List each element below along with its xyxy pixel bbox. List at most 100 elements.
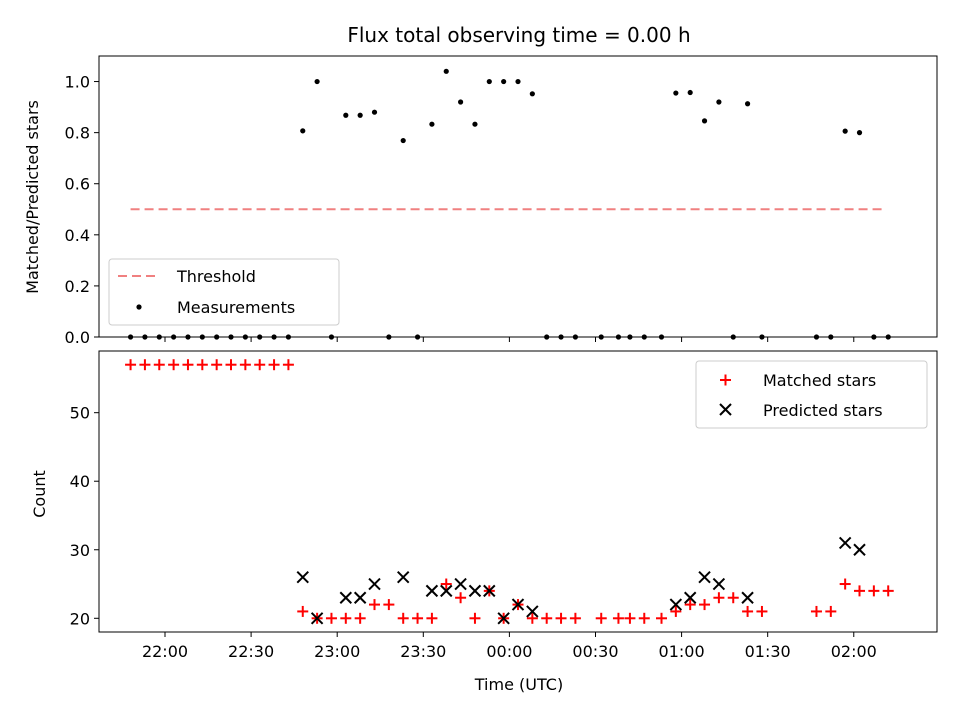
matched-star-marker — [526, 612, 538, 624]
measurement-point — [842, 128, 848, 134]
measurement-point — [156, 334, 162, 340]
measurement-point — [759, 334, 765, 340]
measurement-point — [615, 334, 622, 340]
predicted-star-marker — [838, 536, 852, 550]
measurement-point — [641, 334, 647, 340]
top-chart-title: Flux total observing time = 0.00 h — [347, 23, 690, 47]
top-plot-frame — [98, 55, 938, 338]
matched-star-marker — [569, 612, 581, 624]
matched-star-marker — [354, 612, 366, 624]
bottom-y-tick-label: 40 — [70, 472, 90, 491]
measurement-point — [572, 334, 578, 340]
matched-star-marker — [268, 359, 280, 371]
measurement-point — [443, 68, 449, 74]
legend-measurements-swatch — [136, 304, 142, 310]
legend-matched-swatch — [720, 374, 731, 386]
measurement-point — [257, 334, 263, 340]
predicted-star-marker — [440, 584, 453, 598]
predicted-star-marker — [353, 591, 367, 604]
measurement-point — [214, 334, 220, 340]
measurement-point — [515, 78, 521, 85]
measurement-point — [300, 128, 306, 134]
measurement-point — [701, 118, 708, 124]
measurement-point — [687, 89, 693, 96]
top-y-tick-label: 0.8 — [65, 124, 90, 143]
measurement-point — [744, 101, 751, 107]
measurement-point — [171, 334, 177, 340]
predicted-star-marker — [339, 591, 353, 604]
measurement-point — [885, 334, 891, 340]
matched-star-marker — [541, 612, 553, 624]
measurement-point — [472, 121, 478, 127]
top-y-tick-label: 0.4 — [65, 226, 90, 245]
bottom-legend-box — [695, 360, 928, 429]
top-y-axis-label: Matched/Predicted stars — [23, 100, 42, 294]
x-tick-label: 00:30 — [572, 642, 618, 661]
predicted-star-marker — [468, 584, 482, 598]
matched-star-marker — [211, 359, 223, 371]
matched-star-marker — [624, 612, 636, 624]
legend-matched-label: Matched stars — [763, 371, 876, 390]
matched-star-marker — [153, 359, 165, 371]
bottom-y-tick-label: 50 — [70, 404, 90, 423]
predicted-star-marker — [425, 584, 439, 598]
x-tick-label: 02:00 — [831, 642, 877, 661]
bottom-x-axis-label: Time (UTC) — [474, 675, 563, 694]
measurement-point — [199, 334, 205, 340]
predicted-star-marker — [396, 570, 410, 584]
predicted-star-marker — [712, 577, 726, 591]
x-tick-label: 22:30 — [228, 642, 274, 661]
matched-star-marker — [882, 585, 894, 597]
legend-threshold-label: Threshold — [176, 267, 256, 286]
matched-star-marker — [655, 612, 667, 624]
measurement-point — [673, 90, 679, 96]
matched-star-marker — [412, 612, 424, 624]
matched-star-marker — [426, 612, 438, 624]
bottom-y-tick-label: 30 — [70, 541, 90, 560]
predicted-star-marker — [310, 612, 324, 625]
matched-star-marker — [182, 359, 194, 371]
predicted-star-marker — [497, 612, 510, 625]
measurement-point — [458, 99, 464, 105]
matched-star-marker — [727, 592, 739, 604]
top-y-tick-label: 0.0 — [65, 328, 90, 347]
matched-star-marker — [383, 599, 395, 611]
x-tick-label: 23:30 — [400, 642, 446, 661]
measurement-point — [142, 334, 148, 340]
matched-star-marker — [340, 612, 352, 624]
matched-star-marker — [239, 359, 251, 371]
measurement-point — [414, 334, 421, 340]
measurement-point — [501, 78, 507, 85]
measurement-point — [228, 334, 234, 340]
measurement-point — [598, 334, 604, 340]
matched-star-marker — [297, 605, 309, 617]
bottom-y-axis-label: Count — [30, 470, 49, 518]
predicted-star-marker — [698, 570, 711, 584]
x-tick-label: 01:00 — [659, 642, 705, 661]
measurement-point — [627, 334, 633, 340]
measurement-point — [328, 334, 335, 340]
measurement-point — [730, 334, 736, 340]
matched-star-marker — [325, 612, 337, 624]
measurement-point — [185, 334, 191, 340]
matched-star-marker — [397, 612, 409, 624]
matched-star-marker — [196, 359, 208, 371]
matched-star-marker — [670, 605, 682, 617]
matched-star-marker — [612, 612, 624, 624]
measurement-point — [828, 334, 834, 340]
measurement-point — [400, 137, 406, 144]
measurement-point — [127, 334, 134, 340]
measurement-point — [429, 121, 435, 127]
predicted-star-marker — [741, 591, 754, 604]
measurement-point — [871, 334, 877, 340]
measurement-point — [486, 78, 492, 85]
measurement-point — [716, 99, 722, 105]
top-y-tick-label: 0.6 — [65, 175, 90, 194]
matched-star-marker — [684, 599, 696, 611]
matched-star-marker — [595, 612, 607, 624]
bottom-plot-area: 22:00 22:30 23:00 23:30 00:00 00:30 01:00 01:30… — [70, 350, 938, 661]
x-tick-label: 01:30 — [745, 642, 791, 661]
legend-predicted-label: Predicted stars — [763, 401, 883, 420]
matched-star-marker — [282, 359, 294, 371]
